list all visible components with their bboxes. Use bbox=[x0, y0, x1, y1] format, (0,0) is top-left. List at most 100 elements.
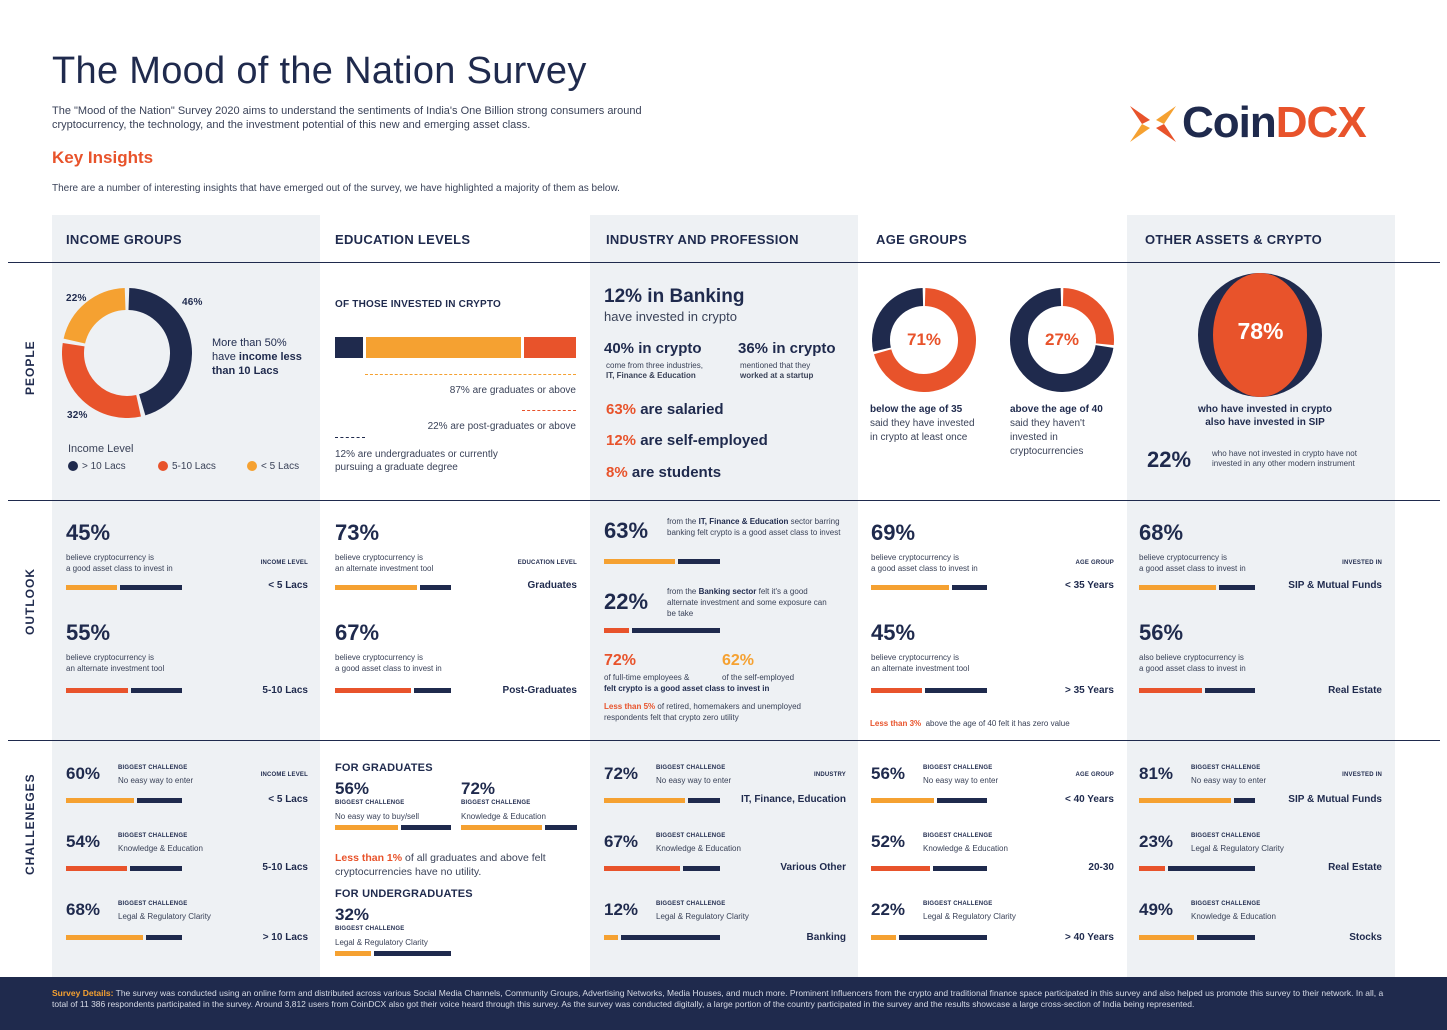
grad-note-text: of all graduates and above felt cryptocu… bbox=[335, 852, 546, 878]
age-donut-above-40 bbox=[1010, 288, 1114, 392]
bar-segment bbox=[932, 866, 987, 871]
outlook-age-0-bar bbox=[871, 585, 987, 590]
students-stat: 8% are students bbox=[606, 464, 721, 481]
challenge-income-tag: INCOME LEVEL bbox=[260, 772, 308, 778]
bar-segment bbox=[136, 798, 182, 803]
challenge-industry-0-text: No easy way to enter bbox=[656, 776, 732, 785]
bar-segment bbox=[119, 585, 182, 590]
bar-segment bbox=[871, 798, 935, 803]
bar-segment bbox=[1233, 798, 1255, 803]
outlook-age-1-lbl: > 35 Years bbox=[1064, 685, 1114, 696]
outlook-age-0-t2: a good asset class to invest in bbox=[871, 564, 978, 573]
outlook-assets-0-lbl: SIP & Mutual Funds bbox=[1288, 580, 1382, 591]
outlook-assets-0-t2: a good asset class to invest in bbox=[1139, 564, 1246, 573]
legend-item-3-label: < 5 Lacs bbox=[261, 461, 300, 472]
footer-bar bbox=[0, 977, 1447, 1030]
assets-venn bbox=[1198, 273, 1322, 397]
assets-pct: 78% bbox=[1237, 318, 1284, 344]
outlook-income-0-bar bbox=[66, 585, 182, 590]
ind-outlook-b-text: from the Banking sector felt it's a good… bbox=[667, 586, 837, 619]
assets-text3: who have not invested in crypto have not… bbox=[1212, 449, 1357, 468]
challenge-income-0-biggest: BIGGEST CHALLENGE bbox=[118, 765, 188, 771]
ind-b-sub2: worked at a startup bbox=[740, 371, 814, 380]
challenge-age-2-bar bbox=[871, 935, 987, 940]
outlook-age-1-pct: 45% bbox=[871, 620, 916, 645]
grad-head: FOR GRADUATES bbox=[335, 762, 433, 774]
outlook-assets-0-pct: 68% bbox=[1139, 520, 1184, 545]
donut-segment bbox=[1062, 288, 1114, 346]
challenge-assets-1-bar bbox=[1139, 866, 1255, 871]
outlook-age-0-t1: believe cryptocurrency is bbox=[871, 553, 960, 562]
legend-item-1: > 10 Lacs bbox=[68, 461, 126, 472]
edu-stacked-bar bbox=[335, 337, 576, 358]
survey-details-label: Survey Details: bbox=[52, 988, 114, 998]
col-head-income: INCOME GROUPS bbox=[66, 232, 182, 247]
edu-dash-2 bbox=[522, 410, 576, 411]
bar-segment bbox=[401, 825, 451, 830]
challenge-industry-2-bar bbox=[604, 935, 720, 940]
bar-segment bbox=[620, 935, 720, 940]
age-a-label: 71% bbox=[906, 330, 942, 349]
challenge-assets-1-biggest: BIGGEST CHALLENGE bbox=[1191, 833, 1261, 839]
bar-segment bbox=[66, 866, 128, 871]
col-head-industry: INDUSTRY AND PROFESSION bbox=[606, 232, 799, 247]
income-summary-b: have bbox=[212, 351, 236, 363]
grad-1-tag: BIGGEST CHALLENGE bbox=[335, 800, 405, 806]
bar-segment bbox=[524, 337, 576, 358]
intro-text: The "Mood of the Nation" Survey 2020 aim… bbox=[52, 105, 642, 131]
self-employed-pct: 12% bbox=[606, 432, 637, 449]
page-title: The Mood of the Nation Survey bbox=[52, 50, 587, 92]
challenge-assets-0-biggest: BIGGEST CHALLENGE bbox=[1191, 765, 1261, 771]
bar-segment bbox=[924, 688, 987, 693]
challenge-assets-2-text: Knowledge & Education bbox=[1191, 912, 1276, 921]
challenge-age-1-pct: 52% bbox=[871, 832, 906, 851]
challenge-age-2-pct: 22% bbox=[871, 900, 906, 919]
ug-bar bbox=[335, 951, 451, 956]
outlook-income-1-t1: believe cryptocurrency is bbox=[66, 653, 155, 662]
bar-segment bbox=[461, 825, 543, 830]
legend-item-2-label: 5-10 Lacs bbox=[172, 461, 216, 472]
students-pct: 8% bbox=[606, 464, 628, 481]
divider-3 bbox=[8, 740, 1440, 741]
challenge-assets-0-text: No easy way to enter bbox=[1191, 776, 1267, 785]
self-employed-txt: are self-employed bbox=[640, 432, 768, 449]
ind-outlook-d-text: of the self-employed bbox=[722, 673, 795, 682]
challenge-assets-0-bar bbox=[1139, 798, 1255, 803]
challenge-age-0-pct: 56% bbox=[871, 764, 906, 783]
challenge-assets-2-pct: 49% bbox=[1139, 900, 1174, 919]
bar-segment bbox=[678, 559, 720, 564]
legend-title: Income Level bbox=[68, 443, 134, 455]
key-insights-heading: Key Insights bbox=[52, 148, 154, 167]
edu-line-3: 12% are undergraduates or currently purs… bbox=[335, 449, 498, 473]
bar-segment bbox=[335, 951, 372, 956]
col-head-education: EDUCATION LEVELS bbox=[335, 232, 471, 247]
grad-1-bar bbox=[335, 825, 451, 830]
challenge-age-2-text: Legal & Regulatory Clarity bbox=[923, 912, 1016, 921]
outlook-assets-1-lbl: Real Estate bbox=[1328, 685, 1382, 696]
challenge-age-2-lbl: > 40 Years bbox=[1064, 932, 1114, 943]
challenge-income-2-text: Legal & Regulatory Clarity bbox=[118, 912, 211, 921]
logo-coin: Coin bbox=[1182, 98, 1277, 147]
outlook-education-1-t2: a good asset class to invest in bbox=[335, 664, 442, 673]
challenge-industry-1-bar bbox=[604, 866, 720, 871]
bar-segment bbox=[413, 688, 451, 693]
outlook-age-0-lbl: < 35 Years bbox=[1064, 580, 1114, 591]
banking-sub: have invested in crypto bbox=[604, 309, 737, 324]
income-summary-a: More than 50% bbox=[212, 337, 287, 349]
ug-tag: BIGGEST CHALLENGE bbox=[335, 926, 405, 932]
col-bg-industry bbox=[590, 215, 858, 977]
challenge-income-1-biggest: BIGGEST CHALLENGE bbox=[118, 833, 188, 839]
challenge-assets-1-text: Legal & Regulatory Clarity bbox=[1191, 844, 1284, 853]
bar-segment bbox=[66, 585, 117, 590]
ug-text: Legal & Regulatory Clarity bbox=[335, 938, 428, 947]
challenge-income-1-lbl: 5-10 Lacs bbox=[262, 862, 308, 873]
grad-2-text: Knowledge & Education bbox=[461, 812, 546, 821]
col-head-age: AGE GROUPS bbox=[876, 232, 968, 247]
outlook-income-tag: INCOME LEVEL bbox=[260, 560, 308, 566]
challenge-age-0-bar bbox=[871, 798, 987, 803]
legend-item-2: 5-10 Lacs bbox=[158, 461, 216, 472]
challenge-assets-tag: INVESTED IN bbox=[1342, 772, 1382, 778]
outlook-income-0-t2: a good asset class to invest in bbox=[66, 564, 173, 573]
logo-dcx: DCX bbox=[1275, 98, 1367, 147]
ind-outlook-d-pct: 62% bbox=[722, 652, 755, 669]
